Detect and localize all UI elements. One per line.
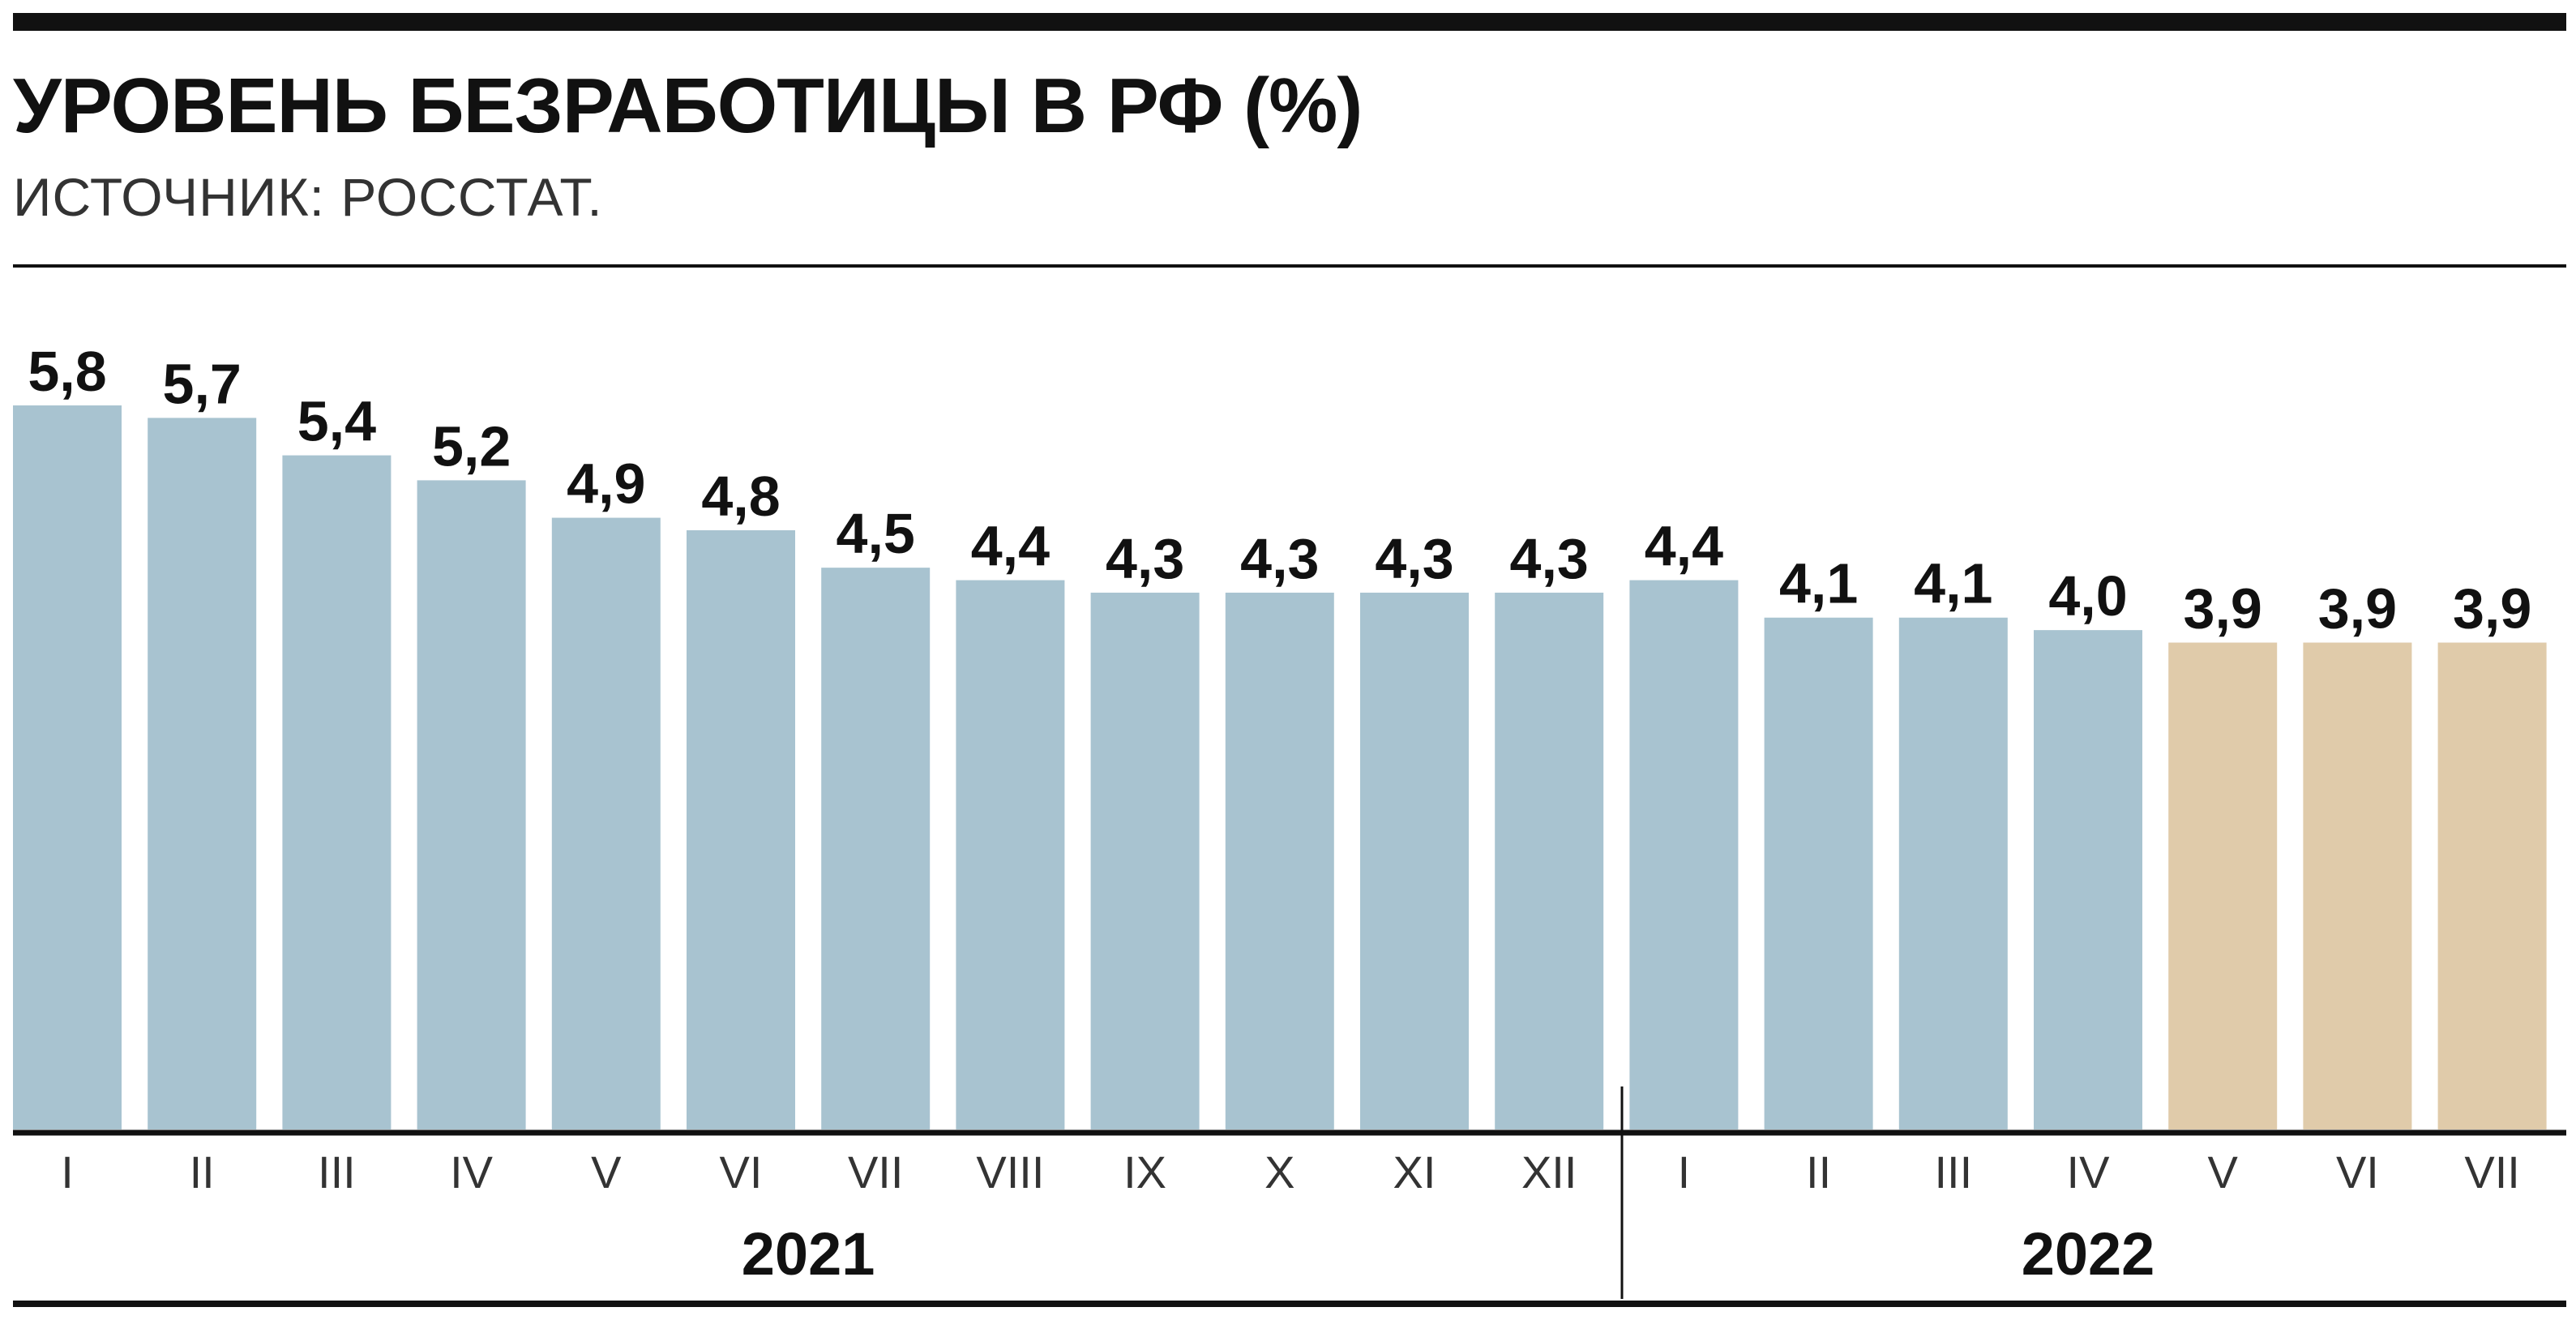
x-tick-label: XI — [1393, 1146, 1436, 1198]
bar — [417, 480, 526, 1129]
value-label: 5,7 — [163, 352, 242, 415]
bars-layer — [13, 405, 2547, 1129]
bar — [1898, 617, 2008, 1129]
bar — [1764, 617, 1873, 1129]
year-label: 2022 — [2022, 1220, 2155, 1288]
x-tick-label: V — [591, 1146, 622, 1198]
bar — [13, 405, 122, 1129]
x-tick-label: VII — [2464, 1146, 2519, 1198]
bar — [148, 418, 257, 1129]
top-rule — [13, 13, 2566, 31]
x-tick-label: X — [1264, 1146, 1294, 1198]
unemployment-bar-chart: 5,8 5,7 5,4 5,2 4,9 4,8 4,5 4,4 4,3 4,3 4,3 4,3 4,4 4… — [13, 340, 2566, 1307]
x-tick-label: IX — [1123, 1146, 1166, 1198]
value-label: 3,9 — [2453, 577, 2531, 641]
x-tick-label: I — [1678, 1146, 1691, 1198]
value-label: 4,4 — [1645, 515, 1723, 578]
bar — [2168, 642, 2278, 1129]
value-label: 3,9 — [2318, 577, 2397, 641]
bar — [1629, 580, 1739, 1129]
value-label: 4,3 — [1240, 527, 1319, 590]
value-label: 4,5 — [837, 502, 915, 565]
bar — [687, 529, 795, 1129]
x-tick-label: VI — [2336, 1146, 2379, 1198]
value-label: 4,1 — [1914, 552, 1992, 615]
value-label: 3,9 — [2184, 577, 2262, 641]
x-tick-label: IV — [450, 1146, 494, 1198]
chart-source: ИСТОЧНИК: РОССТАТ. — [13, 167, 603, 227]
x-tick-label: XII — [1521, 1146, 1577, 1198]
year-label: 2021 — [742, 1220, 875, 1288]
header-divider — [13, 264, 2566, 268]
bar — [551, 517, 661, 1129]
x-tick-label: VIII — [976, 1146, 1044, 1198]
x-tick-label: V — [2208, 1146, 2239, 1198]
x-tick-label: III — [318, 1146, 356, 1198]
bar — [2303, 642, 2412, 1129]
value-label: 4,1 — [1779, 552, 1858, 615]
x-tick-labels-layer: I II III IV V VI VII VIII IX X XI XII I II III IV V VI VII — [61, 1146, 2520, 1198]
x-tick-label: VII — [848, 1146, 903, 1198]
value-label: 4,0 — [2048, 564, 2127, 628]
x-tick-label: IV — [2067, 1146, 2111, 1198]
year-labels-layer: 2021 2022 — [742, 1220, 2155, 1288]
bar — [821, 568, 931, 1129]
value-label: 4,3 — [1375, 527, 1453, 590]
x-tick-label: II — [1806, 1146, 1831, 1198]
value-label: 5,8 — [28, 340, 106, 403]
bar — [1495, 592, 1604, 1129]
value-label: 5,4 — [297, 390, 376, 453]
x-tick-label: III — [1934, 1146, 1972, 1198]
bar — [282, 455, 392, 1129]
bar — [1225, 592, 1334, 1129]
value-label: 4,8 — [701, 465, 780, 528]
x-tick-label: II — [190, 1146, 215, 1198]
value-label: 5,2 — [432, 414, 511, 478]
x-tick-label: VI — [720, 1146, 763, 1198]
value-label: 4,3 — [1510, 527, 1589, 590]
value-labels-layer: 5,8 5,7 5,4 5,2 4,9 4,8 4,5 4,4 4,3 4,3 4,3 4,3 4,4 4… — [28, 340, 2531, 641]
value-label: 4,3 — [1106, 527, 1184, 590]
x-tick-label: I — [61, 1146, 74, 1198]
chart-title: УРОВЕНЬ БЕЗРАБОТИЦЫ В РФ (%) — [13, 62, 1363, 149]
bar — [1360, 592, 1469, 1129]
value-label: 4,4 — [971, 515, 1050, 578]
bar — [956, 580, 1065, 1129]
bar — [2437, 642, 2547, 1129]
bar — [2034, 630, 2142, 1129]
value-label: 4,9 — [567, 452, 645, 516]
bar — [1090, 592, 1200, 1129]
